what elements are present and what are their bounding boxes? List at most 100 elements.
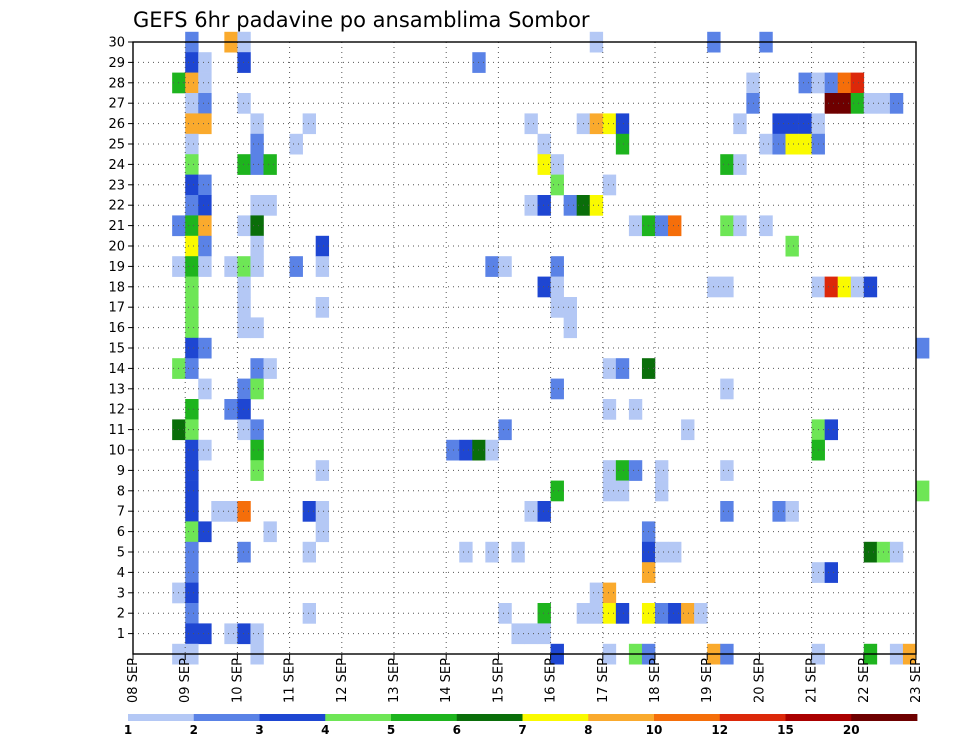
heatmap-cell (185, 562, 199, 583)
heatmap-cell (237, 399, 251, 420)
heatmap-cell (524, 113, 538, 135)
heatmap-cell (824, 72, 838, 94)
heatmap-cell (720, 501, 734, 522)
heatmap-cell (550, 276, 564, 298)
y-tick-label: 20 (108, 240, 125, 255)
heatmap-cell (198, 93, 212, 114)
colorbar-label: 15 (777, 723, 794, 737)
heatmap-cell (237, 276, 251, 298)
x-tick-label: 09 SEP (178, 658, 193, 703)
heatmap-cell (250, 358, 264, 379)
colorbar-swatch (851, 714, 918, 721)
heatmap-cell (863, 93, 878, 114)
heatmap-cell (785, 235, 799, 257)
colorbar-swatch (391, 714, 458, 721)
heatmap-cell (237, 52, 251, 73)
heatmap-cell (785, 113, 799, 135)
colorbar-swatch (654, 714, 721, 721)
heatmap-cell (615, 480, 630, 502)
y-tick-label: 13 (108, 382, 125, 397)
x-tick-label: 23 SEP (909, 658, 924, 703)
heatmap-cell (302, 501, 316, 522)
heatmap-cell (655, 215, 669, 237)
heatmap-cell (185, 256, 199, 277)
y-axis: 1234567891011121314151617181920212223242… (108, 36, 133, 642)
heatmap-cell (224, 256, 238, 277)
heatmap-cell (237, 256, 251, 277)
heatmap-cell (589, 195, 604, 216)
heatmap-cell (863, 276, 878, 298)
y-tick-label: 18 (108, 280, 125, 295)
heatmap-cell (837, 276, 852, 298)
heatmap-cell (237, 93, 251, 114)
heatmap-cell (237, 215, 251, 237)
y-tick-label: 21 (108, 219, 125, 234)
heatmap-cell (250, 317, 264, 339)
heatmap-cell (250, 133, 264, 155)
x-tick-label: 18 SEP (648, 658, 663, 703)
heatmap-cell (563, 195, 577, 216)
colorbar-swatch (325, 714, 392, 721)
heatmap-cell (615, 603, 630, 624)
heatmap-cell (198, 378, 212, 400)
heatmap-cell (198, 439, 212, 461)
heatmap-cell (237, 419, 251, 441)
heatmap-cell (589, 582, 604, 604)
heatmap-cell (772, 113, 786, 135)
heatmap-cell (602, 113, 617, 135)
heatmap-cell (185, 317, 199, 339)
heatmap-cell (185, 154, 199, 175)
heatmap-cell (237, 317, 251, 339)
heatmap-cell (185, 501, 199, 522)
y-tick-label: 3 (117, 586, 125, 601)
x-tick-label: 15 SEP (491, 658, 506, 703)
heatmap-cell (850, 276, 865, 298)
heatmap-cell (668, 541, 682, 563)
heatmap-cell (250, 460, 264, 481)
heatmap-cell (524, 195, 538, 216)
heatmap-cell (824, 562, 838, 583)
y-tick-label: 8 (117, 484, 125, 499)
heatmap-cell (185, 195, 199, 216)
y-tick-label: 25 (108, 138, 125, 153)
heatmap-cell (850, 93, 865, 114)
heatmap-cell (185, 235, 199, 257)
heatmap-cell (720, 276, 734, 298)
heatmap-cell (824, 419, 838, 441)
heatmap-cell (602, 480, 617, 502)
y-tick-label: 12 (108, 403, 125, 418)
heatmap-cell (315, 521, 330, 543)
y-tick-label: 14 (108, 362, 125, 377)
y-tick-label: 22 (108, 199, 125, 214)
heatmap-cell (250, 378, 264, 400)
heatmap-cell (628, 215, 643, 237)
heatmap-cell (498, 256, 512, 277)
heatmap-cell (720, 460, 734, 481)
heatmap-cell (185, 72, 199, 94)
heatmap-cell (733, 113, 747, 135)
heatmap-cell (198, 174, 212, 196)
y-tick-label: 28 (108, 76, 125, 91)
heatmap-cell (720, 154, 734, 175)
heatmap-cell (720, 215, 734, 237)
heatmap-cell (602, 358, 617, 379)
heatmap-cell (524, 501, 538, 522)
heatmap-cell (589, 113, 604, 135)
x-tick-label: 17 SEP (596, 658, 611, 703)
heatmap-cell (185, 419, 199, 441)
heatmap-cell (250, 419, 264, 441)
y-tick-label: 15 (108, 342, 125, 357)
y-tick-label: 16 (108, 321, 125, 336)
heatmap-cell (185, 460, 199, 481)
y-tick-label: 10 (108, 444, 125, 459)
heatmap-cell (185, 52, 199, 73)
heatmap-cell (185, 276, 199, 298)
heatmap-cell (185, 480, 199, 502)
heatmap-cell (524, 623, 538, 645)
heatmap-cell (263, 154, 277, 175)
heatmap-cell (185, 133, 199, 155)
y-tick-label: 29 (108, 56, 125, 71)
heatmap-cell (211, 501, 225, 522)
y-tick-label: 1 (117, 627, 125, 642)
